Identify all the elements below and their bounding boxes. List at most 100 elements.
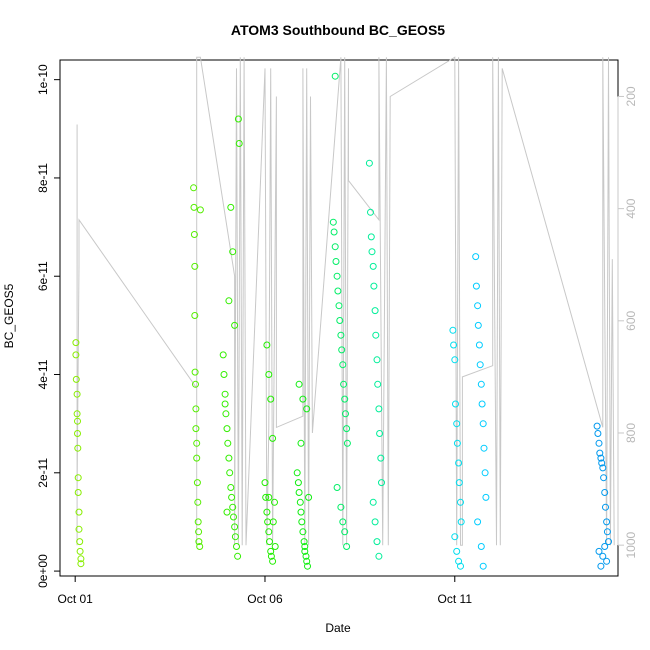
data-point <box>455 479 463 487</box>
data-points-layer <box>72 72 612 570</box>
data-point <box>193 454 201 462</box>
data-point <box>235 140 243 147</box>
data-point <box>329 218 337 226</box>
data-point <box>234 115 242 123</box>
data-point <box>377 454 385 462</box>
data-point <box>295 380 303 388</box>
data-point <box>337 331 345 339</box>
data-point <box>368 248 376 256</box>
data-point <box>365 159 373 167</box>
data-point <box>72 351 80 359</box>
data-point <box>301 547 309 555</box>
data-point <box>231 321 239 329</box>
data-point <box>374 380 382 388</box>
data-point <box>222 410 230 418</box>
data-point <box>337 503 345 511</box>
data-point <box>269 557 277 565</box>
data-point <box>593 422 601 430</box>
data-point <box>602 503 609 511</box>
data-point <box>343 425 351 433</box>
data-point <box>336 317 344 324</box>
data-point <box>595 439 603 447</box>
data-point <box>191 262 199 270</box>
y-axis-title: BC_GEOS5 <box>2 283 16 348</box>
y-tick-label: 4e-11 <box>36 359 50 389</box>
data-point <box>341 528 349 536</box>
altitude-profile-layer <box>76 56 615 546</box>
data-point <box>296 498 304 506</box>
data-point <box>333 272 341 280</box>
data-point <box>451 533 459 541</box>
data-point <box>335 302 343 310</box>
data-point <box>331 243 339 251</box>
data-point <box>195 538 203 546</box>
data-point <box>261 479 269 487</box>
data-point <box>477 543 485 550</box>
data-point <box>267 547 275 555</box>
data-point <box>191 368 199 376</box>
data-point <box>453 547 461 555</box>
data-point <box>378 479 385 487</box>
data-point <box>332 258 340 265</box>
data-point <box>269 518 277 526</box>
data-point <box>190 203 198 211</box>
data-point <box>601 489 609 496</box>
data-point <box>231 523 239 531</box>
y-tick-label: 2e-11 <box>36 458 50 488</box>
y-tick-label: 8e-11 <box>36 163 50 193</box>
data-point <box>263 508 271 516</box>
data-point <box>77 555 85 563</box>
y-tick-label: 1e-10 <box>36 64 50 95</box>
data-point <box>367 233 375 241</box>
data-point <box>75 525 83 533</box>
data-point <box>229 248 237 256</box>
data-point <box>223 425 231 433</box>
data-point <box>342 410 349 418</box>
data-point <box>293 469 301 477</box>
data-point <box>191 312 199 319</box>
data-point <box>303 557 311 565</box>
data-point <box>190 231 198 238</box>
data-point <box>298 518 306 526</box>
data-point <box>373 538 381 546</box>
data-point <box>340 380 348 388</box>
data-point <box>472 282 480 290</box>
data-point <box>231 533 239 541</box>
data-point <box>369 498 377 506</box>
data-point <box>75 508 83 516</box>
data-point <box>234 552 242 560</box>
data-point <box>265 528 273 536</box>
data-point <box>599 464 607 472</box>
data-point <box>474 518 482 526</box>
x-tick-label: Oct 11 <box>438 592 473 606</box>
data-point <box>601 543 609 550</box>
data-point <box>265 493 273 501</box>
data-point <box>331 72 339 80</box>
chart-title: ATOM3 Southbound BC_GEOS5 <box>231 22 445 38</box>
data-point <box>227 203 235 211</box>
data-point <box>594 430 602 437</box>
data-point <box>221 390 229 398</box>
data-point <box>73 390 81 398</box>
data-point <box>477 380 485 388</box>
data-point <box>192 405 200 413</box>
y-tick-label: 6e-11 <box>36 261 50 291</box>
x-axis: Oct 01 Oct 06 Oct 11 <box>58 575 473 606</box>
data-point <box>455 459 463 467</box>
data-point <box>77 560 85 568</box>
data-point <box>219 351 227 359</box>
data-point <box>73 410 81 418</box>
data-point <box>330 228 338 236</box>
data-point <box>597 562 605 570</box>
data-point <box>339 518 347 526</box>
data-point <box>223 508 231 516</box>
data-point <box>334 287 342 295</box>
y-axis: 0e+00 2e-11 4e-11 6e-11 8e-11 1e-10 <box>36 64 61 588</box>
data-point <box>474 302 482 310</box>
right-tick-label: 600 <box>624 310 638 330</box>
data-point <box>224 439 232 447</box>
data-point <box>297 508 305 516</box>
data-point <box>373 356 381 364</box>
data-point <box>457 498 464 506</box>
